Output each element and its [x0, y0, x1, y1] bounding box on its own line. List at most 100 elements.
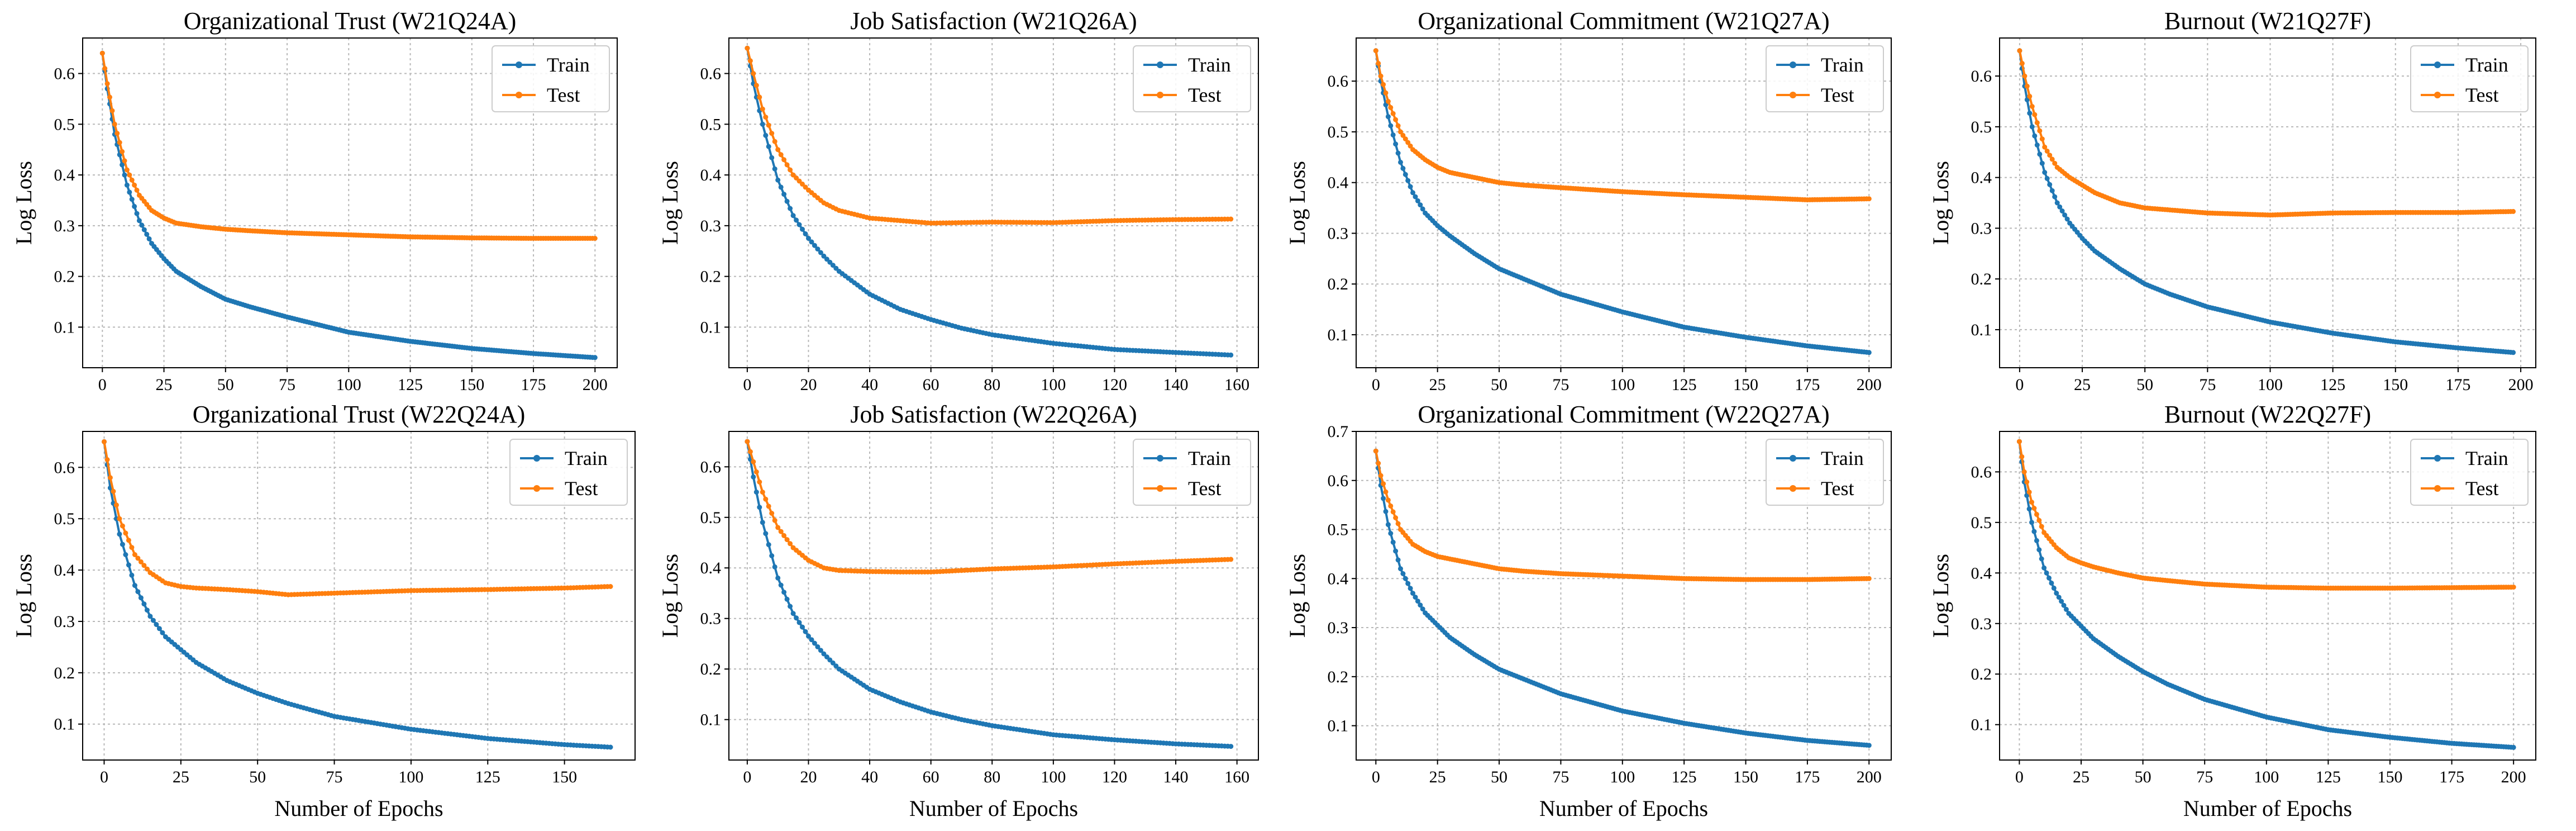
data-point [781, 590, 787, 595]
data-point [1410, 190, 1415, 196]
chart-panel-7: 0 25 50 75 100 125 150 175 200 0.1 0.2 0.3 0.4 0.5 0.6… [1285, 401, 1892, 821]
data-point [120, 149, 125, 154]
data-point [117, 140, 122, 145]
data-point [763, 115, 769, 120]
data-point [2031, 506, 2037, 511]
x-tick-label: 0 [743, 768, 751, 786]
data-point [2027, 93, 2033, 99]
x-tick-label: 20 [800, 768, 817, 786]
chart-title: Organizational Commitment (W21Q27A) [1418, 7, 1829, 35]
y-tick-label: 0.5 [700, 115, 722, 134]
legend-swatch-marker [1157, 92, 1163, 98]
y-tick-label: 0.2 [54, 268, 75, 286]
data-point [1390, 509, 1396, 515]
data-point [123, 552, 128, 557]
data-point [2034, 120, 2040, 126]
y-tick-label: 0.6 [1971, 67, 1992, 86]
legend-label-train: Train [2465, 447, 2508, 469]
x-tick-label: 0 [1372, 376, 1380, 394]
data-point [2022, 73, 2028, 79]
data-point [772, 564, 777, 569]
data-point [126, 538, 131, 543]
data-point [123, 530, 128, 536]
legend-label-train: Train [1188, 54, 1231, 76]
data-point [1390, 539, 1396, 545]
y-tick-label: 0.2 [1328, 668, 1349, 686]
data-point [757, 94, 762, 100]
data-point [772, 139, 777, 144]
data-point [751, 71, 756, 76]
data-point [1866, 350, 1872, 355]
x-tick-label: 200 [1857, 768, 1882, 786]
legend-label-train: Train [547, 54, 590, 76]
data-point [794, 175, 799, 181]
data-point [127, 189, 132, 195]
data-point [1385, 497, 1391, 503]
x-tick-label: 25 [2074, 376, 2091, 394]
x-tick-label: 140 [1163, 768, 1189, 786]
data-point [2032, 112, 2038, 117]
legend: Train Test [2410, 439, 2529, 506]
chart-title: Job Satisfaction (W22Q26A) [850, 401, 1137, 428]
data-point [2056, 595, 2062, 600]
data-point [1395, 557, 1401, 563]
data-point [830, 660, 836, 666]
data-point [102, 66, 108, 71]
y-tick-label: 0.2 [1328, 275, 1349, 293]
x-tick-label: 150 [552, 768, 577, 786]
data-point [809, 637, 814, 643]
x-tick-label: 125 [475, 768, 500, 786]
data-point [122, 172, 127, 178]
data-point [781, 533, 787, 538]
data-point [2061, 602, 2067, 608]
y-tick-label: 0.7 [1328, 422, 1349, 441]
data-point [112, 121, 117, 127]
data-point [800, 624, 805, 630]
data-point [126, 562, 131, 568]
x-tick-label: 40 [861, 376, 878, 394]
y-tick-label: 0.4 [1971, 564, 1992, 582]
data-point [104, 457, 110, 462]
data-point [2049, 188, 2055, 193]
data-point [769, 511, 775, 516]
data-point [1395, 521, 1401, 526]
x-tick-label: 25 [1429, 376, 1446, 394]
y-tick-label: 0.5 [700, 509, 722, 527]
y-axis-label: Log Loss [11, 161, 36, 245]
data-point [1400, 132, 1406, 138]
y-tick-label: 0.4 [54, 561, 75, 580]
y-tick-label: 0.3 [1328, 619, 1349, 637]
y-axis-label: Log Loss [1285, 161, 1310, 245]
series-test [102, 439, 613, 597]
data-point [592, 355, 598, 360]
data-point [827, 657, 833, 663]
legend-swatch-marker [516, 61, 522, 68]
data-point [803, 231, 808, 236]
y-tick-label: 0.3 [1971, 219, 1992, 238]
data-point [1385, 522, 1391, 528]
y-tick-label: 0.1 [54, 318, 75, 336]
data-point [1866, 576, 1872, 581]
data-point [2024, 479, 2030, 485]
data-point [790, 611, 796, 616]
data-point [809, 239, 814, 245]
data-point [778, 529, 784, 534]
data-point [2029, 520, 2034, 525]
data-point [1228, 352, 1234, 358]
data-point [812, 640, 817, 646]
x-tick-label: 175 [1795, 376, 1820, 394]
data-point [113, 502, 119, 508]
legend-swatch-marker [1790, 92, 1796, 98]
data-point [2062, 212, 2068, 218]
data-point [2037, 151, 2043, 157]
data-point [766, 504, 771, 509]
data-point [2052, 194, 2058, 200]
data-point [2511, 208, 2516, 214]
data-point [134, 211, 140, 216]
data-point [760, 520, 765, 525]
series-train [745, 45, 1234, 358]
data-point [1413, 194, 1418, 200]
data-point [147, 614, 153, 619]
data-point [2054, 591, 2059, 596]
